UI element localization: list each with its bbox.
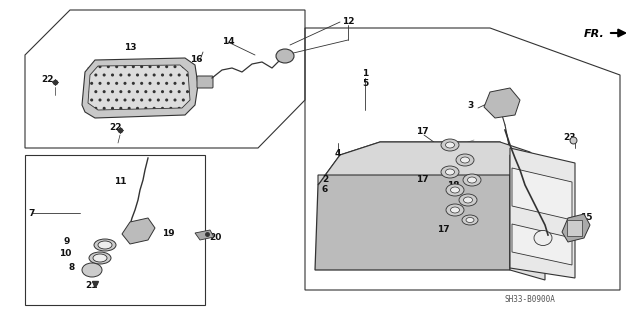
Ellipse shape: [466, 218, 474, 222]
Ellipse shape: [98, 241, 112, 249]
Ellipse shape: [451, 187, 460, 193]
Ellipse shape: [198, 77, 212, 87]
Ellipse shape: [94, 239, 116, 251]
Text: 23: 23: [564, 133, 576, 143]
Polygon shape: [195, 230, 214, 240]
Polygon shape: [82, 58, 198, 118]
Text: 1: 1: [362, 70, 368, 78]
FancyBboxPatch shape: [197, 76, 213, 88]
Polygon shape: [318, 142, 545, 185]
Text: 3: 3: [467, 100, 473, 109]
Polygon shape: [512, 224, 572, 265]
Ellipse shape: [441, 166, 459, 178]
Ellipse shape: [462, 215, 478, 225]
Bar: [25, 155, 205, 305]
Polygon shape: [315, 142, 510, 270]
Text: 4: 4: [335, 149, 341, 158]
Text: 11: 11: [114, 176, 126, 186]
Text: 13: 13: [124, 43, 136, 53]
Polygon shape: [510, 148, 575, 278]
Ellipse shape: [446, 204, 464, 216]
Ellipse shape: [463, 197, 472, 203]
Text: 2: 2: [322, 175, 328, 184]
Ellipse shape: [451, 207, 460, 213]
Ellipse shape: [445, 142, 454, 148]
Text: 19: 19: [162, 229, 174, 239]
Polygon shape: [484, 88, 520, 118]
Text: 14: 14: [221, 38, 234, 47]
Ellipse shape: [446, 184, 464, 196]
Bar: [567, 220, 582, 236]
Ellipse shape: [441, 139, 459, 151]
Text: 18: 18: [447, 181, 460, 189]
Ellipse shape: [276, 49, 294, 63]
Ellipse shape: [467, 177, 477, 183]
Text: 17: 17: [436, 226, 449, 234]
Text: 5: 5: [362, 79, 368, 88]
Ellipse shape: [456, 154, 474, 166]
Text: 10: 10: [59, 249, 71, 257]
Polygon shape: [510, 155, 545, 280]
Text: 8: 8: [69, 263, 75, 272]
Text: SH33-B0900A: SH33-B0900A: [504, 295, 556, 305]
Text: FR.: FR.: [584, 29, 605, 39]
Text: 9: 9: [64, 236, 70, 246]
Text: 17: 17: [416, 128, 428, 137]
Text: 7: 7: [29, 209, 35, 218]
Ellipse shape: [93, 254, 107, 262]
Polygon shape: [88, 65, 190, 110]
Ellipse shape: [445, 169, 454, 175]
Ellipse shape: [463, 174, 481, 186]
Text: 16: 16: [189, 56, 202, 64]
Ellipse shape: [82, 263, 102, 277]
Text: 17: 17: [416, 175, 428, 184]
Text: 15: 15: [580, 213, 592, 222]
Polygon shape: [562, 214, 590, 242]
Ellipse shape: [459, 194, 477, 206]
Ellipse shape: [89, 252, 111, 264]
Ellipse shape: [534, 231, 552, 246]
Text: 20: 20: [209, 233, 221, 241]
Text: 22: 22: [109, 123, 121, 132]
Text: 22: 22: [42, 76, 54, 85]
Polygon shape: [512, 168, 572, 220]
Text: 6: 6: [322, 186, 328, 195]
Text: 21: 21: [86, 280, 99, 290]
Ellipse shape: [461, 157, 470, 163]
Text: 12: 12: [342, 18, 355, 26]
Polygon shape: [122, 218, 155, 244]
